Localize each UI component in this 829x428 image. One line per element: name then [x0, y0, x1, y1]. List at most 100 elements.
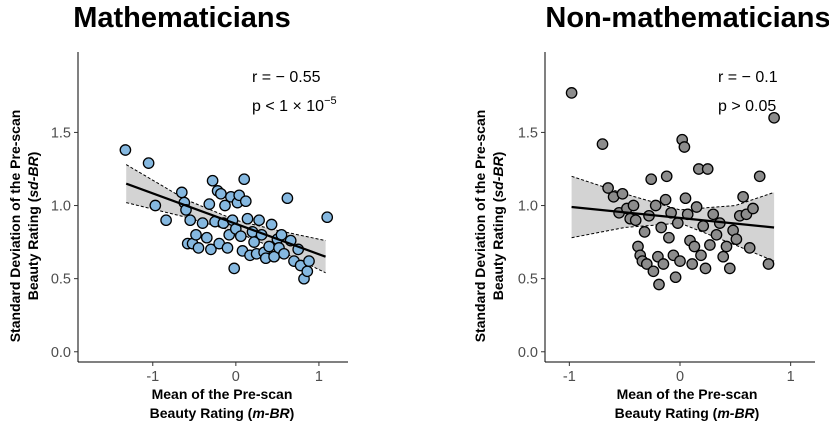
data-point [160, 214, 172, 227]
regression-line [571, 205, 775, 229]
stat-p: p > 0.05 [718, 98, 776, 115]
data-point [205, 243, 217, 256]
ci-lower-line [571, 222, 775, 262]
data-point [686, 258, 699, 270]
ci-upper-line [125, 164, 326, 242]
data-point [206, 174, 219, 187]
data-point [753, 170, 766, 183]
data-point [241, 212, 254, 225]
data-point [762, 258, 775, 270]
x-axis-label-line1: Mean of the Pre-scan [152, 386, 293, 402]
data-point [190, 228, 202, 241]
y-axis-label-line1: Standard Deviation of the Pre-scan [472, 110, 488, 343]
data-point [263, 240, 275, 253]
data-point [671, 217, 684, 229]
data-point [265, 218, 278, 231]
data-point [678, 141, 691, 153]
data-point [743, 242, 756, 254]
data-point [565, 87, 578, 99]
data-point [647, 265, 660, 278]
data-point [659, 193, 672, 206]
x-tick-label: 1 [787, 369, 795, 385]
data-point [717, 250, 730, 263]
data-point [737, 190, 749, 203]
data-point [699, 262, 712, 275]
x-tick-label: -1 [563, 369, 576, 385]
panel-non-mathematicians: Non-mathematicians Standard Deviation of… [472, 2, 829, 421]
x-axis-label-line2: Beauty Rating (m-BR) [150, 405, 295, 421]
data-point [663, 231, 675, 244]
data-point [321, 211, 334, 224]
y-axis-label-line2: Beauty Rating (sd-BR) [25, 152, 41, 301]
data-point [679, 192, 692, 205]
x-axis-label-line2: Beauty Rating (m-BR) [615, 405, 760, 421]
data-point [645, 173, 658, 186]
data-point [248, 236, 260, 248]
y-axis-label: Standard Deviation of the Pre-scan Beaut… [7, 110, 41, 343]
stat-r: r = − 0.55 [252, 69, 321, 86]
data-point [228, 262, 241, 275]
data-point [688, 240, 701, 253]
panel-mathematicians: Mathematicians Standard Deviation of the… [7, 2, 348, 421]
y-tick-label: 1.5 [51, 125, 71, 141]
data-point [602, 182, 614, 194]
data-point [175, 186, 188, 199]
data-point [720, 240, 733, 253]
data-point [192, 242, 205, 254]
data-point [149, 199, 162, 212]
data-point [768, 111, 780, 124]
data-point [707, 208, 720, 221]
y-axis-label-line2: Beauty Rating (sd-BR) [490, 152, 506, 301]
y-tick-label: 1.5 [518, 125, 538, 141]
data-point [723, 262, 736, 275]
data-point [695, 249, 707, 262]
y-tick-label: 0.0 [51, 345, 71, 361]
data-point [278, 247, 290, 260]
y-axis-label-line1: Standard Deviation of the Pre-scan [7, 110, 23, 343]
data-point [704, 239, 716, 251]
x-tick-label: 0 [676, 369, 684, 385]
data-point [710, 228, 723, 241]
data-point [655, 221, 668, 234]
stat-r: r = − 0.1 [718, 69, 778, 86]
data-point [596, 138, 609, 150]
data-point [234, 230, 247, 243]
data-point [657, 258, 670, 270]
plot-area: 0.0 0.5 1.0 1.5 -1 0 1 [51, 52, 348, 385]
data-point [660, 170, 673, 183]
y-tick-label: 0.0 [518, 345, 538, 361]
y-tick-label: 0.5 [51, 272, 71, 288]
data-point [638, 226, 651, 238]
regression-line [125, 182, 326, 258]
data-point [629, 214, 642, 227]
data-point [142, 157, 155, 169]
data-point [238, 173, 251, 186]
data-point [219, 199, 231, 212]
data-point [200, 231, 213, 244]
data-point [301, 265, 314, 278]
y-tick-label: 0.5 [518, 272, 538, 288]
data-point [196, 217, 209, 229]
data-point [253, 214, 265, 227]
data-point [697, 220, 710, 232]
data-point [119, 144, 132, 156]
data-point [203, 198, 216, 210]
chart-title: Non-mathematicians [545, 2, 829, 34]
plot-area: 0.0 0.5 1.0 1.5 -1 0 1 [518, 52, 815, 385]
data-point [616, 187, 629, 200]
data-point [281, 192, 294, 205]
data-point [627, 199, 640, 212]
y-tick-label: 1.0 [51, 199, 71, 215]
x-tick-label: 0 [232, 369, 240, 385]
data-point [730, 233, 743, 246]
data-point [239, 195, 252, 208]
data-point [649, 199, 662, 212]
x-axis-label-line1: Mean of the Pre-scan [617, 386, 758, 402]
x-tick-label: -1 [146, 369, 159, 385]
data-point [184, 214, 197, 227]
x-tick-label: 1 [315, 369, 323, 385]
data-point [747, 202, 759, 215]
y-tick-label: 1.0 [518, 199, 538, 215]
data-point [215, 187, 227, 200]
